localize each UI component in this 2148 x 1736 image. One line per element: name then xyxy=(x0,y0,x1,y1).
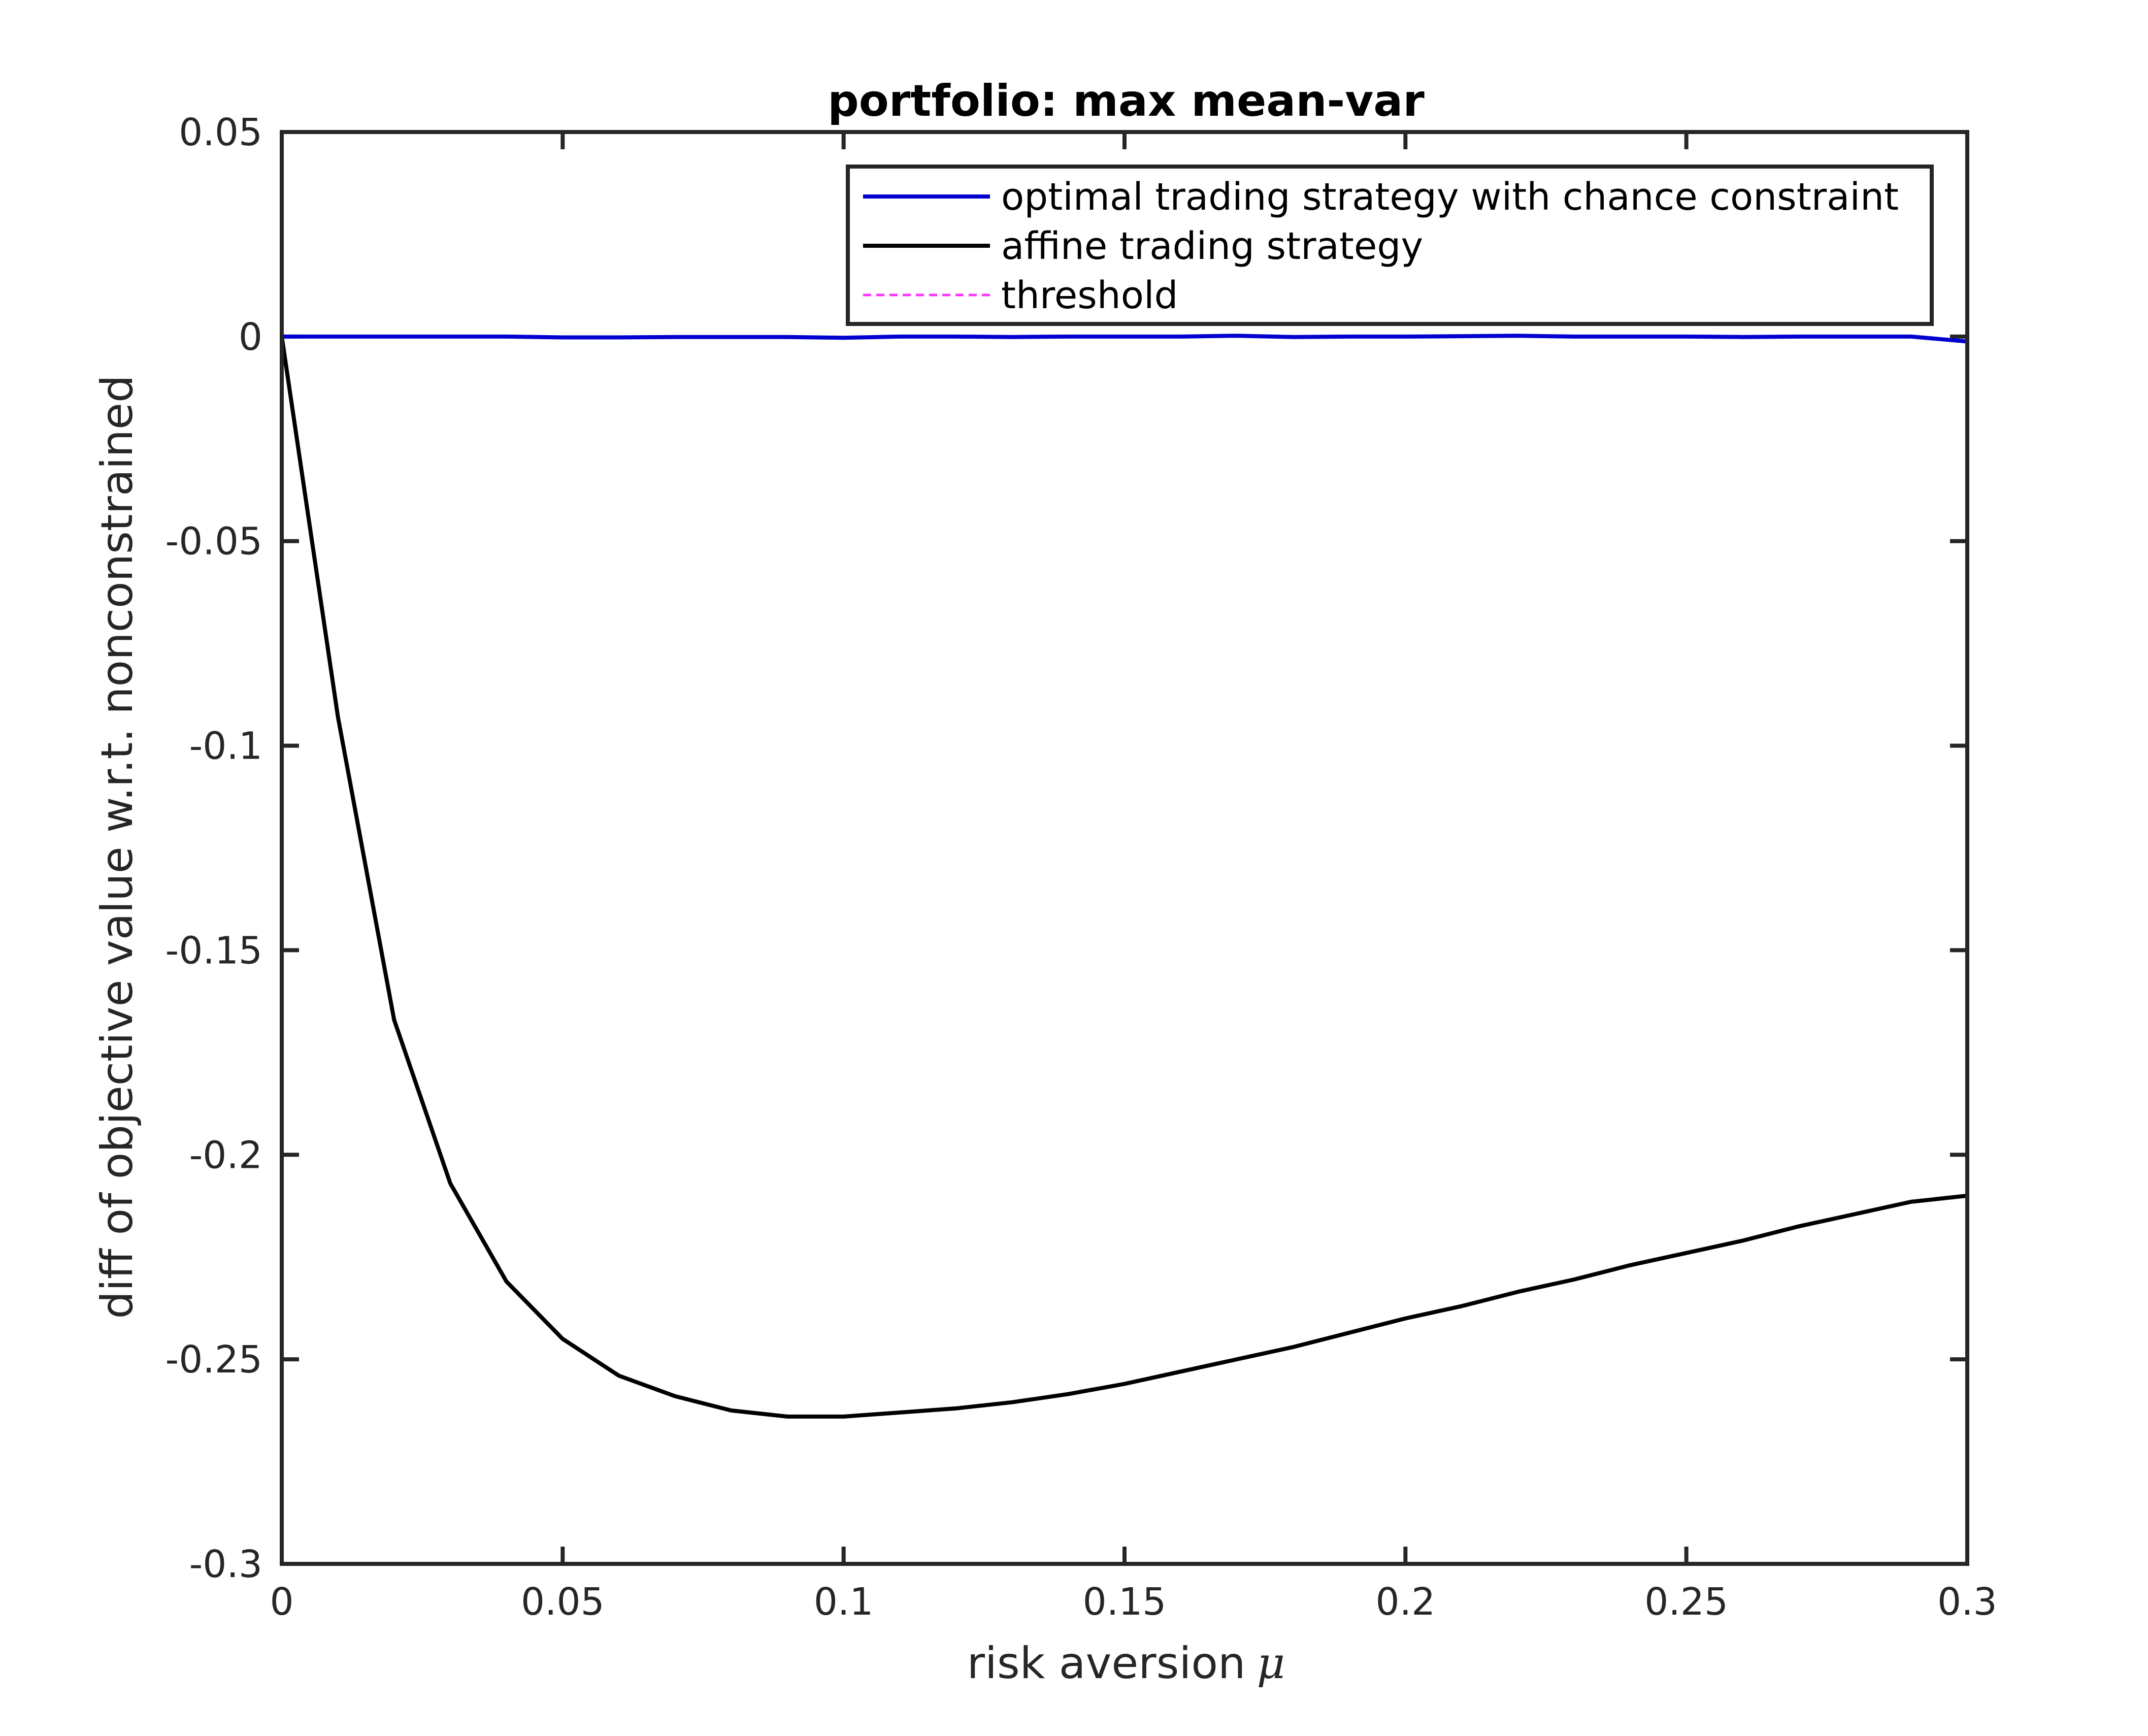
y-tick-label: -0.05 xyxy=(166,520,262,564)
y-tick-label: -0.15 xyxy=(166,929,262,972)
x-tick-label: 0.1 xyxy=(814,1580,874,1624)
x-axis-symbol: μ xyxy=(1257,1638,1285,1689)
axes-box xyxy=(280,130,1969,1566)
y-tick-label: -0.1 xyxy=(189,725,262,768)
x-axis-label: risk aversion xyxy=(967,1638,1246,1689)
x-tick-label: 0.3 xyxy=(1937,1580,1997,1624)
x-tick-label: 0.2 xyxy=(1375,1580,1435,1624)
legend-label-optimal: optimal trading strategy with chance con… xyxy=(1001,175,1899,219)
legend-label-threshold: threshold xyxy=(1001,274,1178,317)
x-tick-label: 0.15 xyxy=(1083,1580,1167,1624)
x-axis-title: risk aversion μ xyxy=(967,1638,1285,1689)
legend-box xyxy=(846,165,1934,326)
y-tick-label: 0.05 xyxy=(179,111,262,154)
y-tick-label: -0.2 xyxy=(189,1133,262,1177)
y-tick-label: 0 xyxy=(239,315,262,359)
series-line-optimal xyxy=(282,334,1968,344)
x-tick-label: 0.25 xyxy=(1644,1580,1728,1624)
legend-label-affine: affine trading strategy xyxy=(1001,224,1423,268)
y-axis-title: diff of objective value w.r.t. nonconstr… xyxy=(92,375,143,1319)
x-tick-label: 0.05 xyxy=(521,1580,605,1624)
series-line-affine xyxy=(280,336,1968,1419)
x-tick-label: 0 xyxy=(270,1580,293,1624)
labels-layer: 0 0.05 0.1 0.15 0.2 0.25 0.3 -0.3 -0.25 -0.2 -0.15… xyxy=(166,111,1997,1624)
y-tick-label: -0.25 xyxy=(166,1338,262,1382)
chart-title: portfolio: max mean-var xyxy=(828,76,1425,126)
y-tick-label: -0.3 xyxy=(189,1543,262,1586)
legend: optimal trading strategy with chance con… xyxy=(846,165,1934,326)
